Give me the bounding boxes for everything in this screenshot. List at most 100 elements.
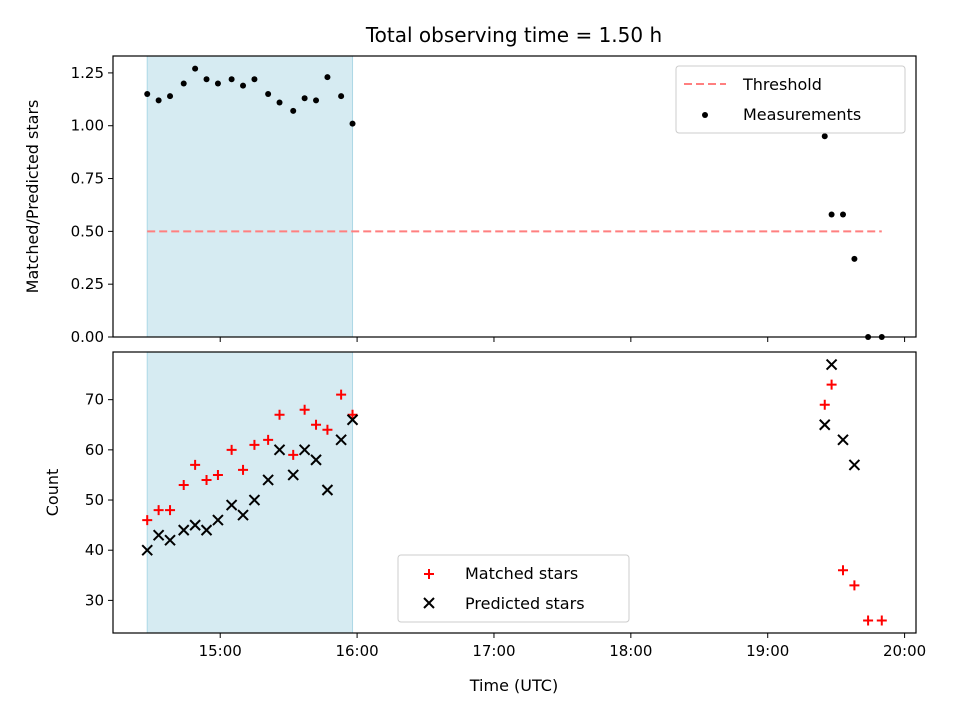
predicted-star-point [298,444,311,456]
predicted-star-point [141,544,153,556]
measurement-point [290,107,297,114]
predicted-star-point [310,454,322,466]
y-tick-label: 1.00 [71,117,104,135]
axes-frame [112,55,917,338]
predicted-star-point [287,469,299,481]
legend-measurements-label: Measurements [743,105,861,124]
matched-star-point [226,444,237,455]
legend-box [675,65,906,134]
measurement-point [301,95,308,102]
measurement-point [313,97,320,104]
legend: Matched stars Predicted stars [397,554,630,623]
matched-star-point [249,439,260,450]
y-axis-label: Matched/Predicted stars [23,100,42,294]
matched-star-point [838,565,848,576]
x-tick-label: 17:00 [472,642,515,660]
y-tick-label: 0.75 [71,170,104,188]
measurement-point [228,76,235,83]
matched-star-point [336,389,347,400]
legend-threshold-label: Threshold [742,75,822,94]
axes-frame [112,351,917,634]
predicted-star-point [321,484,334,496]
y-tick-label: 0.25 [71,275,104,293]
measurement-point [265,91,272,98]
measurement-point [840,211,846,218]
y-tick-label: 0.50 [71,222,104,240]
predicted-star-point [819,419,831,431]
measurement-point [214,80,221,87]
predicted-star-point [178,524,190,536]
measurement-point [192,65,199,72]
matched-star-point [863,615,874,626]
matched-star-point [849,580,860,591]
measurement-point [180,80,187,87]
matched-star-point [153,505,164,516]
matched-star-point [238,464,249,475]
matched-star-point [322,424,333,435]
matched-star-point [876,615,887,626]
y-tick-label: 40 [85,541,104,559]
measurement-point [155,97,162,104]
predicted-star-point [848,459,861,471]
measurement-point [851,255,858,262]
matched-star-point [165,505,176,516]
predicted-star-point [335,434,347,446]
matched-star-point [263,434,274,445]
measurement-point [349,120,356,127]
matched-star-point [347,409,358,420]
matched-star-point [190,459,201,470]
matched-star-point [274,409,285,420]
y-axis-label: Count [43,469,62,517]
measurement-point [240,82,247,89]
predicted-star-point [262,474,274,486]
y-tick-label: 50 [85,491,104,509]
measurement-point [828,211,835,218]
y-tick-label: 70 [85,391,104,409]
y-tick-label: 1.25 [71,64,104,82]
measurement-point [821,133,828,140]
predicted-star-point [273,444,286,456]
matched-star-point [826,379,837,390]
matched-star-point [201,474,212,485]
matched-star-point [178,479,189,490]
matched-star-point [212,469,223,480]
observing-window-span [146,55,354,338]
predicted-star-point [164,534,176,546]
chart-title: Total observing time = 1.50 h [365,23,662,47]
matched-star-point [299,404,310,415]
predicted-star-point [212,514,224,526]
x-axis-label: Time (UTC) [469,676,558,695]
x-tick-label: 15:00 [199,642,242,660]
x-tick-label: 16:00 [335,642,378,660]
matched-star-point [819,399,830,410]
measurement-point [338,93,345,100]
predicted-star-point [346,414,359,426]
legend-measurements-swatch [702,112,708,118]
predicted-star-point [225,499,238,511]
measurement-point [167,93,174,100]
matched-star-point [288,449,299,460]
legend-box [397,554,630,623]
measurement-point [144,91,151,98]
legend-predicted-swatch [423,597,435,609]
predicted-star-point [152,529,165,541]
legend-matched-label: Matched stars [465,564,578,583]
measurement-point [251,76,258,83]
x-tick-label: 20:00 [883,642,926,660]
observing-window-span [146,351,354,634]
y-tick-label: 0.00 [71,328,104,346]
predicted-star-point [837,434,849,446]
measurement-point [276,99,283,106]
legend-matched-swatch [424,569,434,579]
ratio-plot: 0.00 0.25 0.50 0.75 1.00 1.25 Matched/Predicte… [23,55,917,346]
y-tick-label: 30 [85,591,104,609]
predicted-star-point [200,524,213,536]
legend-predicted-label: Predicted stars [465,594,585,613]
predicted-star-point [248,494,261,506]
x-tick-label: 18:00 [609,642,652,660]
x-tick-label: 19:00 [746,642,789,660]
measurement-point [324,74,331,81]
y-tick-label: 60 [85,441,104,459]
measurement-point [203,76,210,83]
